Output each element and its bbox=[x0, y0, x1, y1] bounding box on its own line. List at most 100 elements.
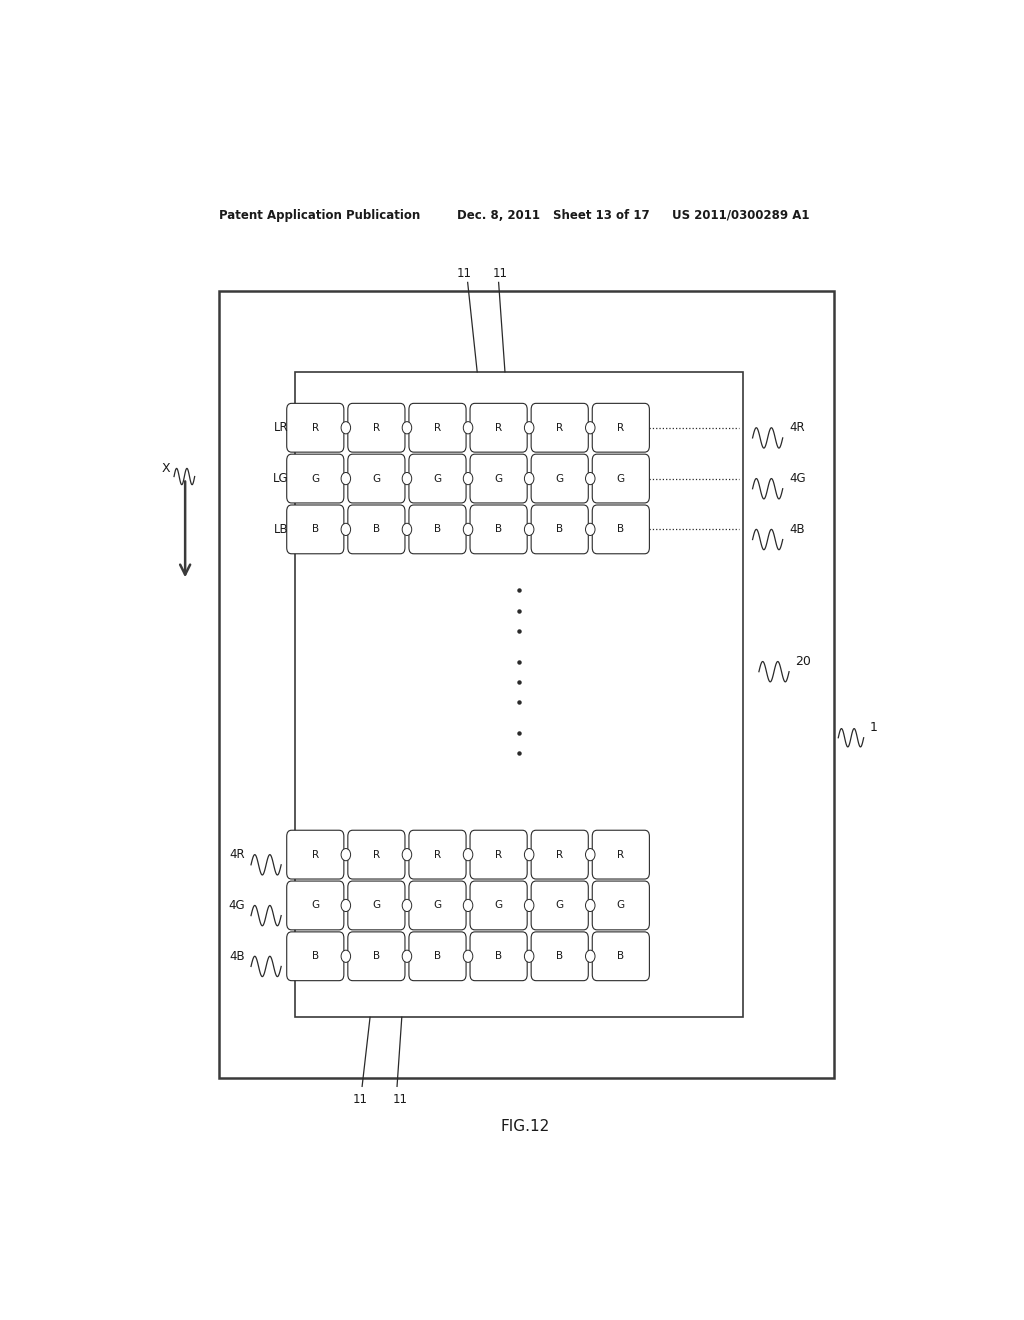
Circle shape bbox=[524, 523, 534, 536]
FancyBboxPatch shape bbox=[592, 880, 649, 929]
Text: B: B bbox=[311, 524, 318, 535]
Text: Dec. 8, 2011: Dec. 8, 2011 bbox=[458, 209, 541, 222]
Text: LG: LG bbox=[272, 473, 289, 484]
Text: 4G: 4G bbox=[228, 899, 245, 912]
Circle shape bbox=[402, 950, 412, 962]
Text: R: R bbox=[495, 422, 502, 433]
Text: 11: 11 bbox=[457, 268, 471, 280]
Text: 4B: 4B bbox=[229, 950, 245, 962]
Text: B: B bbox=[617, 524, 625, 535]
Circle shape bbox=[463, 849, 473, 861]
Circle shape bbox=[586, 523, 595, 536]
Text: 4R: 4R bbox=[790, 421, 805, 434]
Text: US 2011/0300289 A1: US 2011/0300289 A1 bbox=[672, 209, 809, 222]
Text: G: G bbox=[556, 474, 564, 483]
Text: R: R bbox=[373, 850, 380, 859]
Text: Sheet 13 of 17: Sheet 13 of 17 bbox=[553, 209, 649, 222]
Text: B: B bbox=[495, 524, 502, 535]
Text: R: R bbox=[434, 422, 441, 433]
FancyBboxPatch shape bbox=[409, 506, 466, 554]
FancyBboxPatch shape bbox=[592, 506, 649, 554]
Circle shape bbox=[341, 523, 350, 536]
Text: B: B bbox=[434, 524, 441, 535]
Circle shape bbox=[524, 950, 534, 962]
Text: R: R bbox=[434, 850, 441, 859]
Text: G: G bbox=[616, 474, 625, 483]
Text: B: B bbox=[373, 952, 380, 961]
Text: G: G bbox=[433, 900, 441, 911]
FancyBboxPatch shape bbox=[531, 932, 588, 981]
FancyBboxPatch shape bbox=[409, 932, 466, 981]
Text: LR: LR bbox=[273, 421, 289, 434]
Text: R: R bbox=[556, 850, 563, 859]
Text: 11: 11 bbox=[353, 1093, 368, 1106]
FancyBboxPatch shape bbox=[592, 932, 649, 981]
Text: 4G: 4G bbox=[790, 473, 806, 484]
Text: B: B bbox=[495, 952, 502, 961]
Text: R: R bbox=[556, 422, 563, 433]
Text: G: G bbox=[311, 474, 319, 483]
Circle shape bbox=[524, 473, 534, 484]
Text: B: B bbox=[617, 952, 625, 961]
FancyBboxPatch shape bbox=[409, 880, 466, 929]
Text: R: R bbox=[495, 850, 502, 859]
Circle shape bbox=[463, 950, 473, 962]
Circle shape bbox=[341, 950, 350, 962]
FancyBboxPatch shape bbox=[287, 506, 344, 554]
FancyBboxPatch shape bbox=[287, 404, 344, 453]
Text: B: B bbox=[311, 952, 318, 961]
Text: R: R bbox=[373, 422, 380, 433]
FancyBboxPatch shape bbox=[470, 932, 527, 981]
FancyBboxPatch shape bbox=[348, 454, 404, 503]
FancyBboxPatch shape bbox=[287, 454, 344, 503]
Text: G: G bbox=[311, 900, 319, 911]
Circle shape bbox=[586, 849, 595, 861]
Text: 11: 11 bbox=[493, 268, 508, 280]
FancyBboxPatch shape bbox=[287, 932, 344, 981]
Text: 4B: 4B bbox=[790, 523, 805, 536]
Text: G: G bbox=[556, 900, 564, 911]
Text: FIG.12: FIG.12 bbox=[500, 1118, 550, 1134]
FancyBboxPatch shape bbox=[531, 454, 588, 503]
Text: R: R bbox=[311, 422, 318, 433]
Bar bbox=[219, 290, 835, 1078]
FancyBboxPatch shape bbox=[470, 880, 527, 929]
Circle shape bbox=[463, 523, 473, 536]
FancyBboxPatch shape bbox=[348, 880, 404, 929]
Text: 1: 1 bbox=[870, 721, 878, 734]
FancyBboxPatch shape bbox=[531, 404, 588, 453]
FancyBboxPatch shape bbox=[409, 830, 466, 879]
FancyBboxPatch shape bbox=[348, 830, 404, 879]
FancyBboxPatch shape bbox=[531, 880, 588, 929]
Text: 11: 11 bbox=[393, 1093, 408, 1106]
Circle shape bbox=[586, 473, 595, 484]
Text: 20: 20 bbox=[796, 655, 811, 668]
Text: R: R bbox=[311, 850, 318, 859]
FancyBboxPatch shape bbox=[592, 830, 649, 879]
FancyBboxPatch shape bbox=[592, 404, 649, 453]
FancyBboxPatch shape bbox=[348, 404, 404, 453]
Circle shape bbox=[402, 849, 412, 861]
Text: R: R bbox=[617, 850, 625, 859]
Circle shape bbox=[463, 473, 473, 484]
Text: B: B bbox=[373, 524, 380, 535]
Text: G: G bbox=[495, 900, 503, 911]
Circle shape bbox=[586, 421, 595, 434]
FancyBboxPatch shape bbox=[287, 880, 344, 929]
Text: G: G bbox=[616, 900, 625, 911]
FancyBboxPatch shape bbox=[409, 404, 466, 453]
Circle shape bbox=[524, 899, 534, 912]
FancyBboxPatch shape bbox=[592, 454, 649, 503]
Text: B: B bbox=[434, 952, 441, 961]
Text: X: X bbox=[162, 462, 170, 475]
Circle shape bbox=[402, 523, 412, 536]
Circle shape bbox=[402, 473, 412, 484]
Text: LB: LB bbox=[273, 523, 289, 536]
FancyBboxPatch shape bbox=[531, 830, 588, 879]
Circle shape bbox=[402, 421, 412, 434]
Text: G: G bbox=[433, 474, 441, 483]
FancyBboxPatch shape bbox=[409, 454, 466, 503]
Circle shape bbox=[524, 421, 534, 434]
Bar bbox=[295, 372, 743, 1018]
FancyBboxPatch shape bbox=[470, 506, 527, 554]
